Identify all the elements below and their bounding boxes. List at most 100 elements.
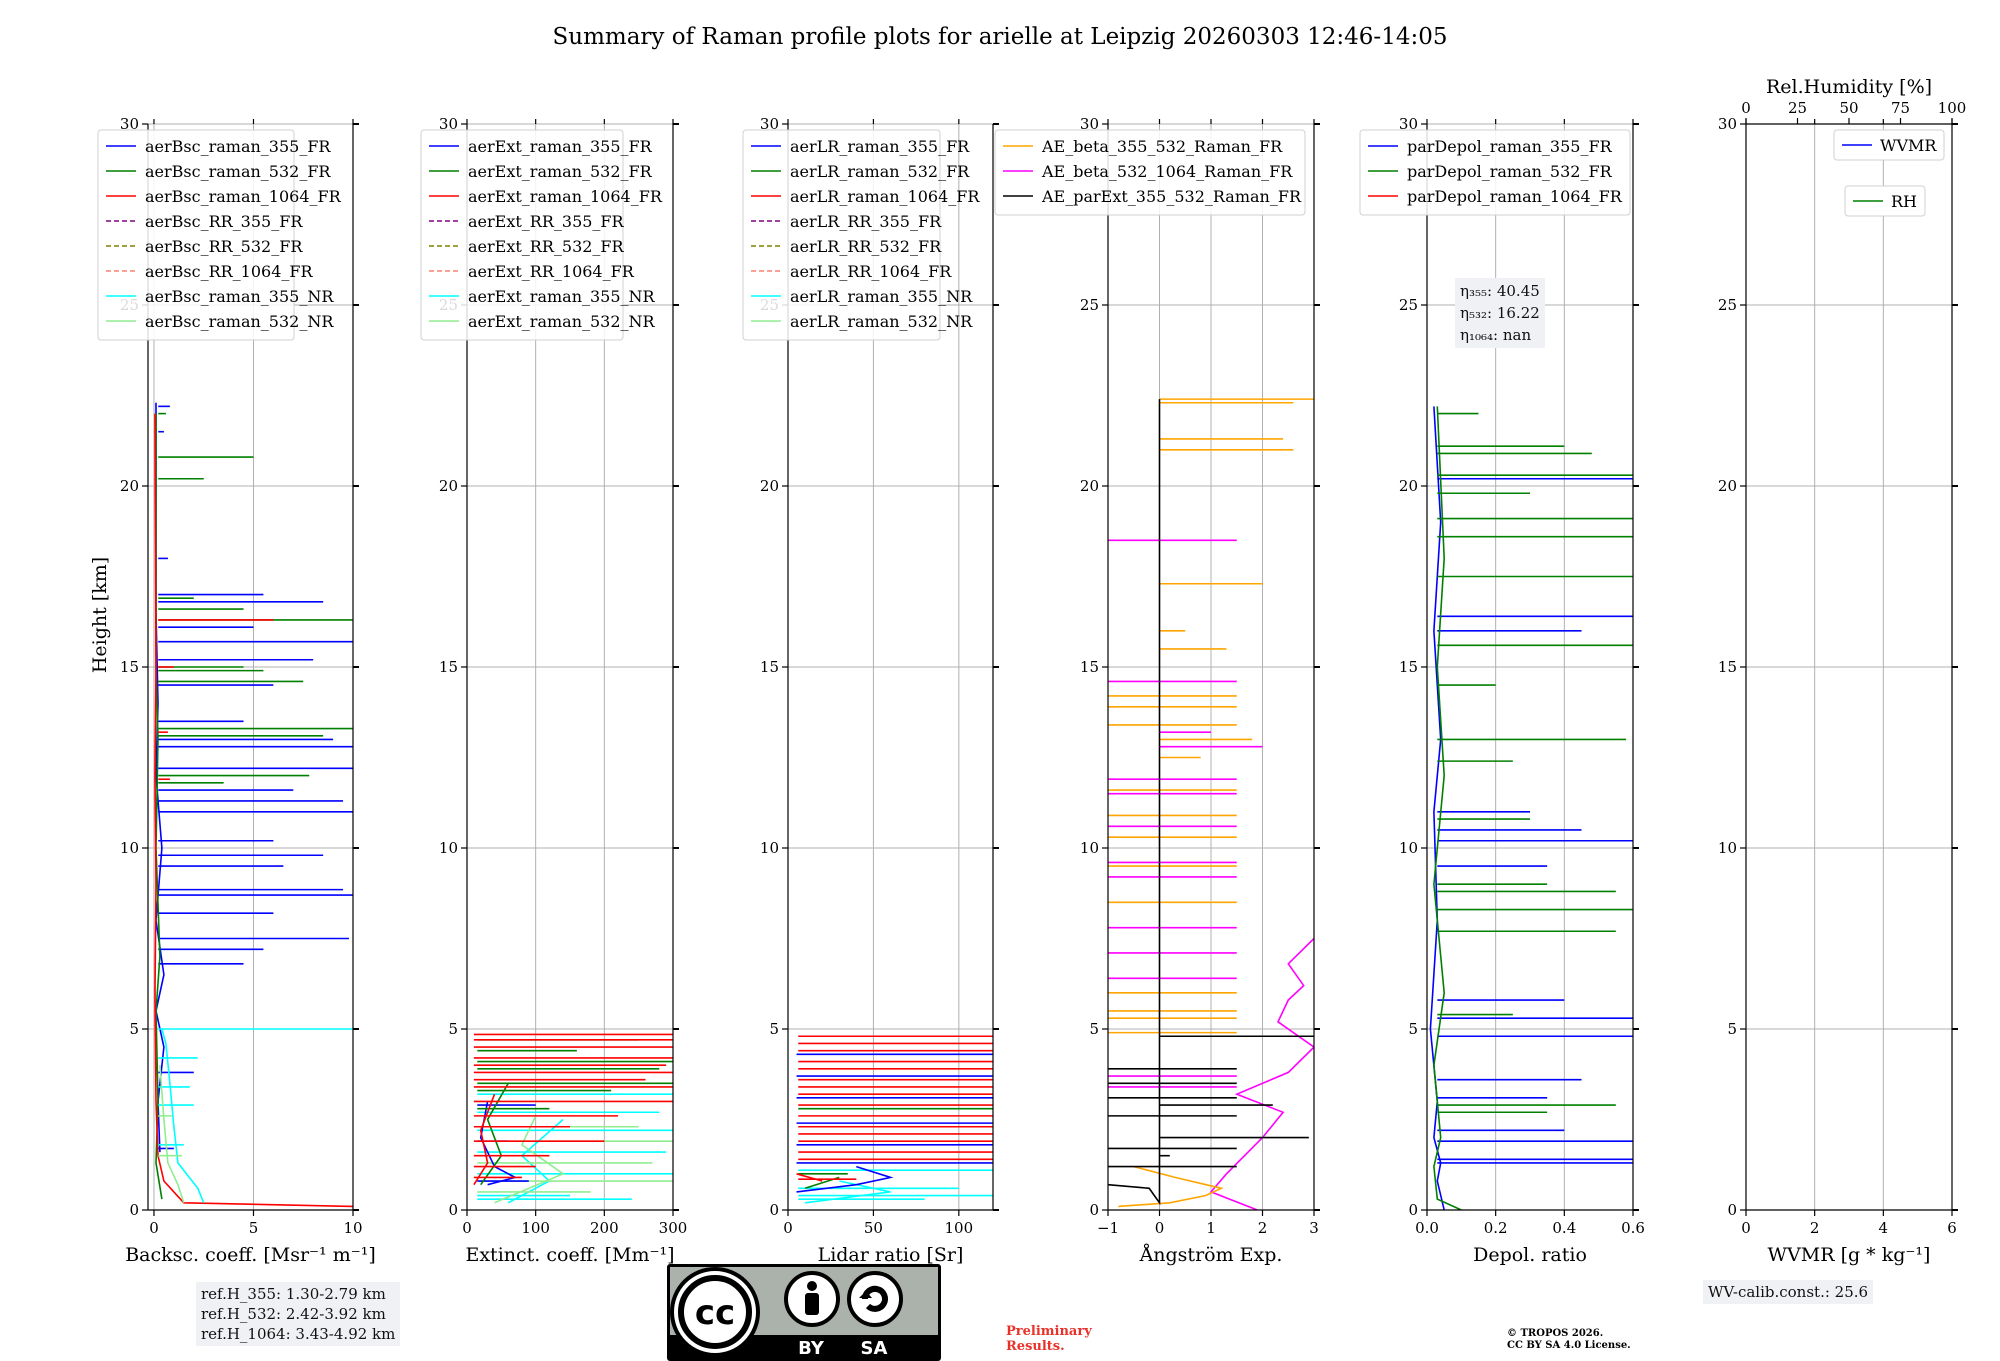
- series-line-aerbsc-raman-532-fr: [155, 413, 163, 1200]
- legend-box: [97, 129, 295, 341]
- panel-bsc: 0510152025300510Backsc. coeff. [Msr⁻¹ m⁻…: [97, 115, 376, 1266]
- series-group: [473, 1033, 673, 1204]
- y-tick-label: 30: [439, 115, 458, 133]
- series-group: [154, 402, 353, 1208]
- legend-label: aerLR_raman_355_NR: [790, 287, 973, 306]
- copyright-line-2: CC BY SA 4.0 License.: [1507, 1340, 1631, 1351]
- x-tick-label: 5: [249, 1219, 259, 1237]
- y-tick-label: 15: [1080, 658, 1099, 676]
- top-tick-label: 25: [1788, 99, 1807, 117]
- legend-label: parDepol_raman_532_FR: [1407, 162, 1613, 181]
- legend-label: parDepol_raman_355_FR: [1407, 137, 1613, 156]
- ref-height-1064: ref.H_1064: 3.43-4.92 km: [201, 1325, 396, 1343]
- legend-ae: AE_beta_355_532_Raman_FR AE_beta_532_1064…: [994, 129, 1306, 216]
- reference-heights-box: ref.H_355: 1.30-2.79 km ref.H_532: 2.42-…: [196, 1282, 401, 1346]
- y-tick-label: 0: [448, 1201, 458, 1219]
- x-axis-label: Lidar ratio [Sr]: [818, 1244, 964, 1266]
- top-tick-label: 100: [1938, 99, 1967, 117]
- series-group: [1429, 406, 1633, 1210]
- y-tick-label: 10: [1399, 839, 1418, 857]
- x-tick-label: 1: [1206, 1219, 1216, 1237]
- series-line-pardepol-raman-355-fr: [1429, 406, 1445, 1210]
- legend-depol: parDepol_raman_355_FR parDepol_raman_532_…: [1359, 129, 1631, 216]
- series-line-aerbsc-raman-355-nr: [161, 1028, 205, 1204]
- x-axis-label: Depol. ratio: [1473, 1244, 1587, 1266]
- copyright-line-1: © TROPOS 2026.: [1507, 1328, 1604, 1339]
- y-tick-label: 20: [1718, 477, 1737, 495]
- wv-calib-const: WV-calib.const.: 25.6: [1708, 1283, 1869, 1301]
- legend-box: [1359, 129, 1631, 216]
- x-axis-label: Ångström Exp.: [1139, 1244, 1283, 1266]
- x-tick-label: 0: [1741, 1219, 1751, 1237]
- x-tick-label: 0.0: [1415, 1219, 1439, 1237]
- y-tick-label: 15: [120, 658, 139, 676]
- x-axis-label: Extinct. coeff. [Mm⁻¹]: [465, 1244, 674, 1266]
- legend-label: aerBsc_raman_1064_FR: [145, 187, 342, 206]
- y-tick-label: 10: [120, 839, 139, 857]
- series-group: [1108, 398, 1314, 1210]
- series-line-ae-parext-355-532-raman-fr: [1108, 399, 1161, 1206]
- preliminary-line-1: Preliminary: [1006, 1324, 1092, 1339]
- legend-label: AE_beta_355_532_Raman_FR: [1041, 137, 1283, 156]
- x-tick-label: 50: [864, 1219, 883, 1237]
- y-tick-label: 20: [439, 477, 458, 495]
- x-tick-label: 200: [590, 1219, 619, 1237]
- legend-label: aerLR_RR_532_FR: [790, 237, 942, 256]
- y-tick-label: 20: [760, 477, 779, 495]
- y-tick-label: 15: [1399, 658, 1418, 676]
- x-tick-label: 0: [149, 1219, 159, 1237]
- y-tick-label: 5: [1408, 1020, 1418, 1038]
- preliminary-line-2: Results.: [1006, 1339, 1065, 1354]
- legend-box: [742, 129, 941, 341]
- legend-wvmr: WVMR: [1833, 129, 1945, 161]
- y-tick-label: 30: [1080, 115, 1099, 133]
- svg-text:cc: cc: [695, 1293, 735, 1333]
- x-tick-label: 0: [783, 1219, 793, 1237]
- legend-rh: RH: [1844, 185, 1926, 217]
- y-tick-label: 20: [1399, 477, 1418, 495]
- y-tick-label: 30: [1718, 115, 1737, 133]
- series-line-aerbsc-raman-1064-fr: [154, 413, 353, 1208]
- x-axis-label: WVMR [g * kg⁻¹]: [1768, 1244, 1931, 1266]
- y-tick-label: 25: [1080, 296, 1099, 314]
- cc-by-sa-icon: cc BY SA: [667, 1264, 941, 1361]
- series-line-aerext-raman-355-fr: [479, 1101, 518, 1186]
- legend-label: aerLR_raman_532_FR: [790, 162, 970, 181]
- legend-label: aerBsc_raman_355_NR: [145, 287, 334, 306]
- top-tick-label: 50: [1839, 99, 1858, 117]
- wv-calibration-box: WV-calib.const.: 25.6: [1703, 1280, 1874, 1304]
- calibration-constants-box: η₃₅₅: 40.45 η₅₃₂: 16.22 η₁₀₆₄: nan: [1455, 278, 1545, 348]
- y-tick-label: 10: [1718, 839, 1737, 857]
- y-tick-label: 30: [120, 115, 139, 133]
- x-tick-label: 0: [1155, 1219, 1165, 1237]
- legend-label: aerLR_raman_1064_FR: [790, 187, 980, 206]
- x-tick-label: 6: [1947, 1219, 1957, 1237]
- x-tick-label: 2: [1258, 1219, 1268, 1237]
- legend-label: aerLR_raman_355_FR: [790, 137, 970, 156]
- y-tick-label: 30: [760, 115, 779, 133]
- legend-ext: aerExt_raman_355_FR aerExt_raman_532_FRae…: [420, 129, 663, 341]
- eta-532: η₅₃₂: 16.22: [1460, 304, 1540, 322]
- y-tick-label: 5: [1089, 1020, 1099, 1038]
- legend-label: AE_parExt_355_532_Raman_FR: [1041, 187, 1302, 206]
- series-line-aerlr-raman-355-fr: [796, 1165, 894, 1193]
- x-tick-label: 0.2: [1484, 1219, 1508, 1237]
- preliminary-note: Preliminary Results.: [1006, 1324, 1092, 1354]
- legend-label: WVMR: [1880, 136, 1937, 155]
- y-tick-label: 30: [1399, 115, 1418, 133]
- legend-bsc: aerBsc_raman_355_FR aerBsc_raman_532_FRae…: [97, 129, 342, 341]
- ref-height-532: ref.H_532: 2.42-3.92 km: [201, 1305, 386, 1323]
- panel-lr: 051015202530050100Lidar ratio [Sr]aerLR_…: [742, 115, 999, 1266]
- x-tick-label: 100: [521, 1219, 550, 1237]
- x-tick-label: 100: [945, 1219, 974, 1237]
- y-tick-label: 0: [129, 1201, 139, 1219]
- plot-panels: 0510152025300510Backsc. coeff. [Msr⁻¹ m⁻…: [97, 76, 1966, 1266]
- x-tick-label: 3: [1309, 1219, 1319, 1237]
- y-tick-label: 0: [1727, 1201, 1737, 1219]
- legend-label: aerExt_raman_532_NR: [468, 312, 656, 331]
- x-tick-label: −1: [1097, 1219, 1119, 1237]
- series-line-aerext-raman-532-nr: [494, 1115, 565, 1204]
